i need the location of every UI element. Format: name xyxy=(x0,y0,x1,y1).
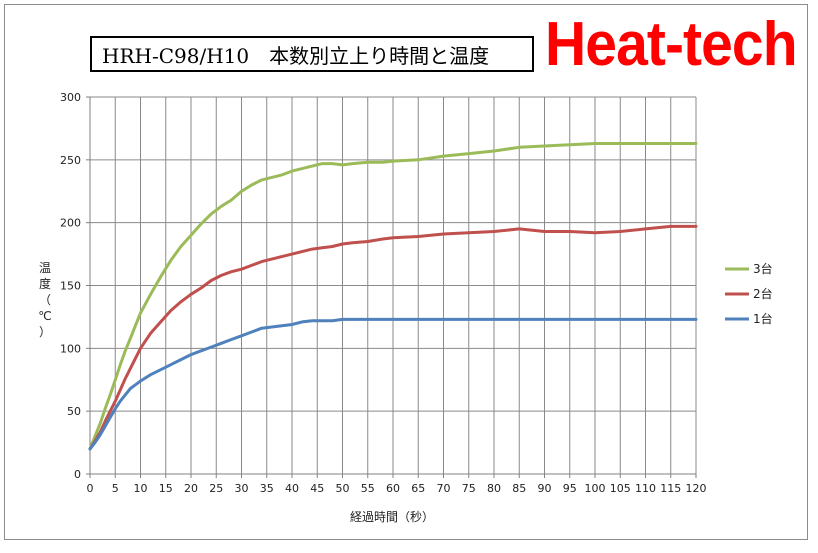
grid-lines xyxy=(90,96,697,475)
chart-title-box: HRH-C98/H10 本数別立上り時間と温度 xyxy=(90,36,534,72)
legend: 3台 2台 1台 xyxy=(725,261,773,326)
y-axis-title-char-1: 度 xyxy=(39,276,51,291)
x-tick-label-2: 10 xyxy=(134,482,148,495)
x-tick-label-9: 45 xyxy=(310,482,324,495)
y-axis-title-char-0: 温 xyxy=(39,261,51,275)
x-tick-label-21: 105 xyxy=(610,482,631,495)
legend-label-2: 1台 xyxy=(753,311,773,326)
x-tick-label-24: 120 xyxy=(686,482,707,495)
y-tick-label-5: 250 xyxy=(60,154,81,167)
x-tick-label-12: 60 xyxy=(386,482,400,495)
legend-label-0: 3台 xyxy=(753,261,773,276)
y-tick-label-3: 150 xyxy=(60,280,81,293)
series-line-0 xyxy=(88,142,698,451)
x-tick-label-11: 55 xyxy=(361,482,375,495)
legend-label-1: 2台 xyxy=(753,286,773,301)
y-tick-labels: 0 50 100 150 200 250 300 xyxy=(60,91,81,481)
x-tick-label-4: 20 xyxy=(184,482,198,495)
y-axis-title-char-4: ） xyxy=(39,325,51,339)
x-tick-label-6: 30 xyxy=(235,482,249,495)
x-axis-title: 経過時間（秒） xyxy=(350,510,434,524)
y-axis-title-char-2: （ xyxy=(39,293,51,307)
y-axis-title: 温度 （ ℃ ） xyxy=(38,261,51,339)
y-tick-label-2: 100 xyxy=(60,342,81,355)
x-tick-label-13: 65 xyxy=(411,482,425,495)
axes xyxy=(86,96,697,478)
x-tick-label-1: 5 xyxy=(112,482,119,495)
chart-frame xyxy=(4,4,808,540)
x-tick-label-20: 100 xyxy=(585,482,606,495)
x-tick-label-0: 0 xyxy=(87,482,94,495)
y-tick-label-1: 50 xyxy=(67,405,81,418)
chart-title: HRH-C98/H10 本数別立上り時間と温度 xyxy=(102,43,490,68)
y-tick-label-4: 200 xyxy=(60,217,81,230)
x-tick-label-8: 40 xyxy=(285,482,299,495)
x-tick-label-15: 75 xyxy=(462,482,476,495)
x-tick-label-23: 115 xyxy=(660,482,681,495)
series-line-1 xyxy=(88,224,698,451)
x-tick-label-10: 50 xyxy=(336,482,350,495)
x-tick-label-7: 35 xyxy=(260,482,274,495)
x-tick-label-14: 70 xyxy=(437,482,451,495)
y-tick-label-0: 0 xyxy=(74,468,81,481)
x-tick-label-16: 80 xyxy=(487,482,501,495)
series-line-2 xyxy=(88,317,698,451)
x-tick-label-22: 110 xyxy=(635,482,656,495)
y-axis-title-char-3: ℃ xyxy=(38,309,51,323)
x-tick-label-17: 85 xyxy=(512,482,526,495)
x-tick-labels: 0 5 10 15 20 25 30 35 40 45 50 55 60 65 70 75 80 85 90 95 10… xyxy=(87,482,707,495)
x-tick-label-19: 95 xyxy=(563,482,577,495)
x-tick-label-3: 15 xyxy=(159,482,173,495)
series-lines xyxy=(88,142,698,451)
brand-logo: Heat-tech xyxy=(545,10,798,79)
x-tick-label-5: 25 xyxy=(209,482,223,495)
y-tick-label-6: 300 xyxy=(60,91,81,104)
x-tick-label-18: 90 xyxy=(538,482,552,495)
